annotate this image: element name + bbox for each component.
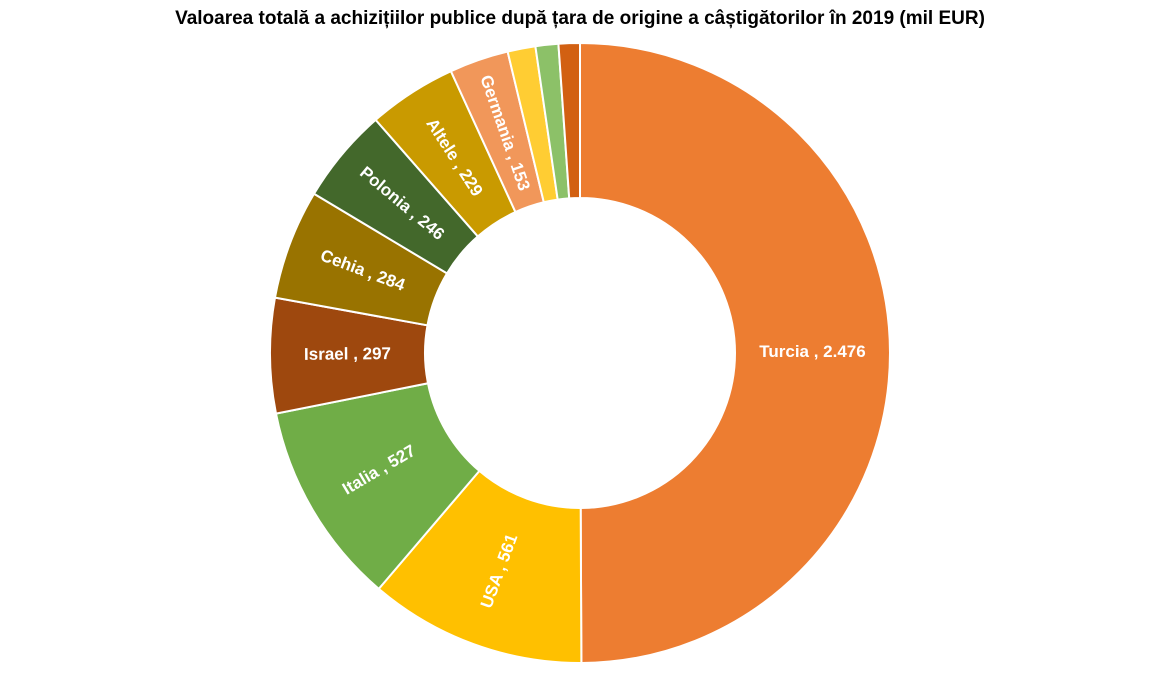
chart-title: Valoarea totală a achizițiilor publice d… (175, 8, 985, 29)
slice-turcia (579, 41, 891, 665)
slices-group (269, 41, 891, 665)
slice-italia (274, 382, 481, 591)
slice-usa (377, 469, 583, 664)
slice-other-10 (557, 41, 581, 200)
data-label-israel: Israel , 297 (304, 344, 391, 364)
data-label-turcia: Turcia , 2.476 (759, 342, 865, 361)
